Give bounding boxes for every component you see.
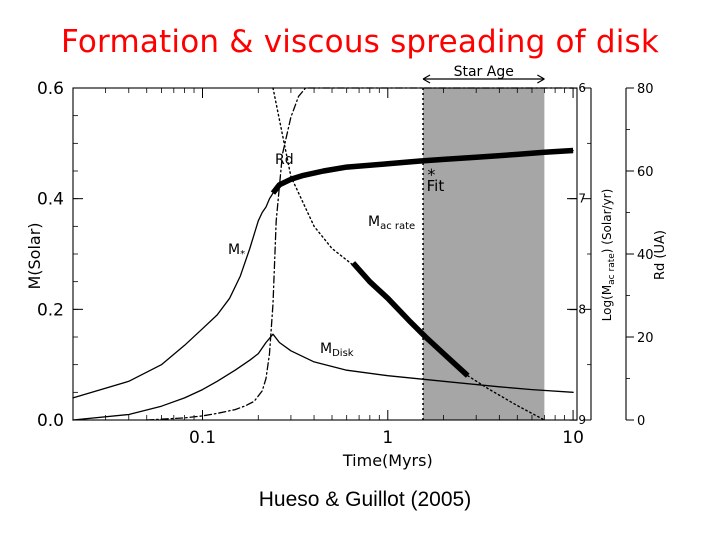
y3-axis-title: Rd (UA) [653, 230, 668, 280]
curve-label-sub: * [240, 249, 245, 260]
curve-label-main: M [368, 214, 380, 230]
series-line-mdisk [72, 333, 574, 421]
star-age-arrow-left-head [422, 74, 431, 84]
curve-label-mdisk: MDisk [320, 341, 354, 359]
star-age-band [423, 88, 545, 420]
y2-tick-label: −7 [568, 192, 586, 206]
y2-tick-label: −8 [568, 302, 586, 316]
y2-axis-title-part: Log(M [600, 285, 614, 321]
y3-tick-label: 0 [637, 414, 645, 429]
curve-label-rd: Rd [275, 152, 294, 168]
curve-label-sub: ac rate [380, 221, 415, 232]
y3-tick-label: 60 [637, 165, 654, 180]
x-tick-label: 0.1 [189, 428, 216, 448]
fit-label: Fit [427, 177, 445, 195]
curve-label-sub: Disk [332, 348, 354, 359]
y-tick-label: 0.4 [37, 190, 64, 210]
y-tick-label: 0.2 [37, 300, 64, 320]
curve-label-main: Rd [275, 152, 294, 168]
y-axis-title: M(Solar) [25, 222, 44, 289]
star-age-label: Star Age [454, 64, 514, 80]
y3-tick-label: 80 [637, 82, 654, 97]
series-line-thick [270, 147, 574, 195]
fit-marker: * [427, 165, 435, 184]
series-line-thick-rate [351, 261, 470, 378]
y3-tick-label: 40 [637, 248, 654, 263]
y2-axis-title: Log(Mac rate) (Solar/yr) [600, 189, 617, 322]
y2-axis-title-part: ) (Solar/yr) [600, 189, 614, 254]
y2-tick-label: −9 [568, 413, 586, 427]
y3-tick-label: 20 [637, 331, 654, 346]
y2-tick-label: −6 [568, 81, 586, 95]
curve-label-m-: M* [228, 242, 245, 260]
x-axis-title: Time(Myrs) [342, 451, 433, 470]
series-line-mac-rate [272, 87, 546, 421]
curve-label-main: M [320, 341, 332, 357]
y2-axis-title-part: ac rate [607, 253, 617, 285]
x-tick-label: 1 [382, 428, 393, 448]
figure-caption: Hueso & Guillot (2005) [258, 488, 472, 511]
star-age-arrow-right-head [537, 74, 545, 84]
y-tick-label: 0.6 [37, 79, 64, 99]
curve-label-main: M [228, 242, 240, 258]
x-tick-label: 10 [562, 428, 584, 448]
curve-label-mac-rate: Mac rate [368, 214, 415, 232]
slide-title: Formation & viscous spreading of disk [60, 24, 660, 60]
y-tick-label: 0.0 [37, 411, 64, 431]
